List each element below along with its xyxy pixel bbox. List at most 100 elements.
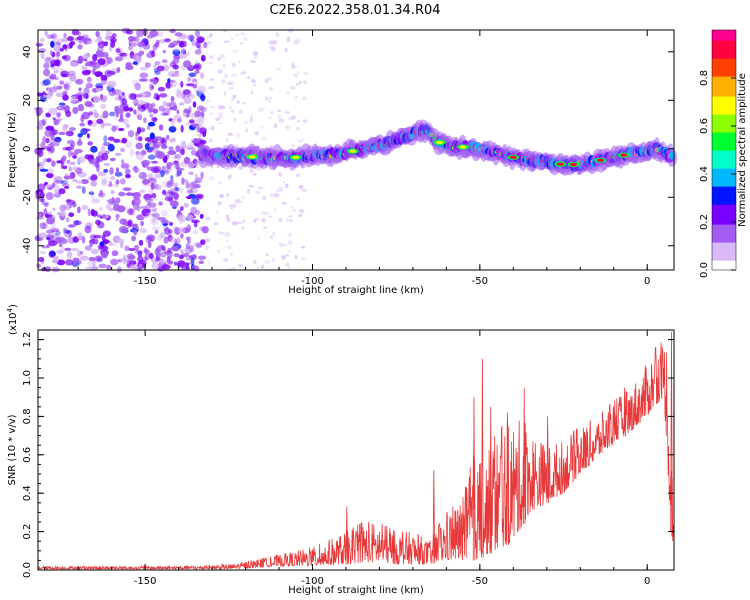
spectrogram-noise-cell bbox=[248, 185, 254, 188]
spectrogram-noise-cell bbox=[229, 252, 234, 256]
spectrogram-noise-cell bbox=[242, 102, 246, 105]
spectrogram-noise-cell bbox=[285, 262, 290, 267]
spectrogram-noise-cell bbox=[115, 152, 122, 156]
spectrogram-noise-cell bbox=[168, 80, 175, 83]
spectrogram-noise-cell bbox=[37, 183, 46, 191]
spectrogram-noise-cell bbox=[43, 202, 49, 208]
spectrogram-noise-cell bbox=[61, 183, 70, 188]
spectrogram-noise-cell bbox=[51, 182, 56, 188]
spectrogram-noise-cell bbox=[214, 117, 221, 122]
spectrogram-noise-cell bbox=[60, 211, 67, 217]
spectrogram-noise-cell bbox=[164, 81, 173, 89]
spectrogram-noise-cell bbox=[120, 257, 129, 263]
spectrogram-noise-cell bbox=[178, 42, 187, 48]
snr-y-tick-label: 1.0 bbox=[22, 370, 33, 386]
spectrogram-noise-cell bbox=[293, 40, 299, 45]
spectrogram-noise-cell bbox=[61, 155, 67, 162]
spectrogram-noise-cell bbox=[175, 92, 185, 99]
spectrogram-noise-cell bbox=[135, 113, 141, 118]
spectrogram-noise-cell bbox=[56, 51, 61, 57]
spectrogram-noise-cell bbox=[58, 102, 66, 106]
spectrogram-noise-cell bbox=[208, 86, 211, 90]
spectrogram-noise-cell bbox=[185, 243, 190, 250]
snr-y-tick-label: 0.0 bbox=[22, 562, 33, 578]
spectrogram-noise-cell bbox=[121, 137, 128, 144]
spectrogram-noise-cell bbox=[210, 125, 215, 131]
spectrogram-noise-cell bbox=[200, 54, 206, 62]
spectrogram-noise-cell bbox=[268, 215, 273, 218]
spectrogram-noise-cell bbox=[84, 69, 92, 74]
spectrogram-noise-cell bbox=[102, 230, 111, 237]
colorbar-segment bbox=[712, 70, 736, 73]
spectrogram-noise-cell bbox=[102, 239, 110, 245]
spectrogram-noise-cell bbox=[201, 226, 209, 234]
spectrogram-noise-cell bbox=[68, 212, 75, 217]
spectrogram-noise-cell bbox=[114, 56, 124, 62]
spectrogram-noise-cell bbox=[82, 93, 89, 99]
spectrogram-ticks: -150 -100 -50 0 40 20 0 -20 -40 bbox=[22, 30, 674, 287]
spectrogram-noise-cell bbox=[180, 48, 186, 54]
spectrogram-noise-cell bbox=[163, 236, 169, 244]
colorbar-segment bbox=[712, 258, 736, 261]
spectrogram-noise-cell bbox=[137, 41, 146, 48]
spectrogram-noise-cell bbox=[234, 221, 239, 225]
spectrogram-noise-cell bbox=[125, 29, 133, 35]
spectrogram-noise-cell bbox=[93, 62, 97, 71]
spectrogram-noise-cell bbox=[72, 236, 80, 243]
spectrogram-noise-cell bbox=[81, 111, 90, 120]
colorbar-segment bbox=[712, 212, 736, 215]
spectrogram-noise-cell bbox=[277, 172, 283, 177]
spectrogram-noise-cell bbox=[232, 49, 238, 53]
spectrogram-noise-cell bbox=[229, 87, 234, 90]
spectrogram-noise-cell bbox=[143, 247, 148, 254]
spectrogram-noise-cell bbox=[127, 130, 135, 138]
colorbar-segment bbox=[712, 250, 736, 253]
spectrogram-noise-cell bbox=[63, 32, 67, 38]
spectrogram-noise-cell bbox=[80, 179, 89, 185]
spectrogram-noise-cell bbox=[280, 189, 283, 192]
colorbar-segment bbox=[712, 248, 736, 251]
colorbar-tick-label: 0.8 bbox=[699, 70, 710, 86]
spectrogram-noise-cell bbox=[118, 191, 126, 197]
spectrogram-noise-cell bbox=[175, 145, 181, 153]
spectrogram-noise-cell bbox=[262, 196, 267, 201]
snr-y-scale-note: (x104) bbox=[6, 304, 19, 335]
spectrogram-noise-cell bbox=[43, 62, 50, 69]
spectrogram-noise-cell bbox=[164, 38, 171, 43]
spectrogram-noise-cell bbox=[104, 35, 114, 41]
spectrogram-noise-cell bbox=[95, 219, 101, 225]
spectrogram-noise-cell bbox=[44, 57, 52, 64]
spectrogram-noise-cell bbox=[149, 30, 159, 38]
spectrogram-x-tick-label: -100 bbox=[301, 276, 324, 287]
spectrogram-noise-cell bbox=[160, 112, 170, 116]
spectrogram-noise-cell bbox=[136, 29, 144, 37]
spectrogram-peak-core bbox=[292, 155, 300, 159]
colorbar-segment bbox=[712, 92, 736, 95]
spectrogram-noise-cell bbox=[109, 167, 114, 175]
colorbar-segment bbox=[712, 104, 736, 107]
spectrogram-noise-cell bbox=[103, 41, 109, 47]
spectrogram-noise-cell bbox=[46, 229, 55, 234]
spectrogram-noise-cell bbox=[117, 50, 123, 56]
spectrogram-noise-cell bbox=[150, 160, 159, 164]
spectrogram-noise-cell bbox=[86, 76, 92, 83]
spectrogram-noise-cell bbox=[138, 78, 148, 82]
spectrogram-noise-cell bbox=[271, 258, 276, 263]
colorbar-segment bbox=[712, 102, 736, 105]
colorbar-segment bbox=[712, 34, 736, 37]
spectrogram-noise-cell bbox=[87, 141, 93, 146]
spectrogram-noise-cell bbox=[97, 192, 106, 198]
spectrogram-noise-cell bbox=[164, 170, 170, 175]
spectrogram-noise-cell bbox=[154, 70, 161, 76]
spectrogram-noise-cell bbox=[43, 208, 48, 216]
spectrogram-noise-cell bbox=[162, 100, 167, 107]
spectrogram-noise-cell bbox=[169, 179, 174, 185]
spectrogram-noise-cell bbox=[236, 198, 241, 204]
spectrogram-noise-cell bbox=[157, 266, 165, 272]
spectrogram-noise-cell bbox=[177, 153, 181, 161]
spectrogram-noise-cell bbox=[63, 83, 69, 89]
spectrogram-noise-cell bbox=[89, 242, 93, 248]
spectrogram-noise-cell bbox=[191, 123, 199, 128]
spectrogram-noise-cell bbox=[287, 266, 290, 269]
spectrogram-noise-cell bbox=[302, 119, 308, 123]
